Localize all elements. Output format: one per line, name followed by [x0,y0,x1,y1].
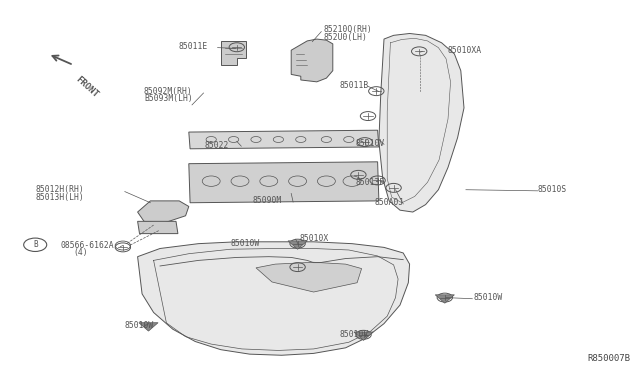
Polygon shape [256,262,362,292]
Polygon shape [435,295,454,303]
Text: 85010S: 85010S [538,185,567,194]
Polygon shape [291,39,333,82]
Text: 85010W: 85010W [474,293,503,302]
Polygon shape [138,242,410,355]
Text: 85012H(RH): 85012H(RH) [35,185,84,194]
Text: 85010XA: 85010XA [448,46,482,55]
Text: 08566-6162A: 08566-6162A [61,241,115,250]
Text: 85011E: 85011E [179,42,208,51]
Polygon shape [379,33,464,212]
Polygon shape [189,162,379,203]
Text: 85022: 85022 [205,141,229,150]
Text: 85010W: 85010W [125,321,154,330]
Text: 85013F: 85013F [355,178,385,187]
Polygon shape [189,130,379,149]
Polygon shape [221,41,246,65]
Text: 85010V: 85010V [339,330,369,339]
Text: 850A0J: 850A0J [374,198,404,207]
Text: 85010X: 85010X [300,234,329,243]
Polygon shape [288,241,307,249]
Polygon shape [139,323,158,331]
Polygon shape [138,201,189,223]
Polygon shape [354,332,373,340]
Text: B5093M(LH): B5093M(LH) [144,94,193,103]
Text: B: B [33,240,38,249]
Polygon shape [138,221,178,234]
Text: 85011B: 85011B [339,81,369,90]
Text: R850007B: R850007B [588,355,630,363]
Text: 85010V: 85010V [355,139,385,148]
Text: 85092M(RH): 85092M(RH) [144,87,193,96]
Text: 85013H(LH): 85013H(LH) [35,193,84,202]
Text: 85090M: 85090M [253,196,282,205]
Text: (4): (4) [74,248,88,257]
Text: 852U0(LH): 852U0(LH) [323,33,367,42]
Text: FRONT: FRONT [74,74,100,99]
Text: 85210Q(RH): 85210Q(RH) [323,25,372,34]
Text: 85010W: 85010W [230,239,260,248]
